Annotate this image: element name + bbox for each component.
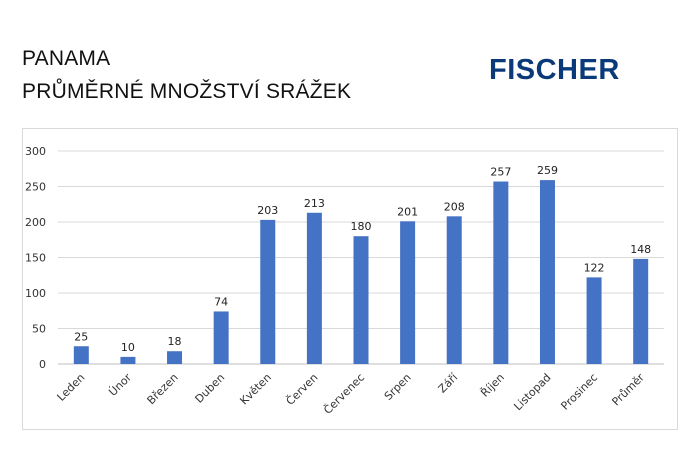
y-tick-label: 150 [25,252,46,265]
x-tick-label: Listopad [511,371,553,413]
data-label: 25 [74,330,88,343]
y-tick-label: 250 [25,181,46,194]
title-line-country: PANAMA [22,47,111,70]
chart-title: PANAMA PRŮMĚRNÉ MNOŽSTVÍ SRÁŽEK [22,42,351,108]
y-tick-label: 0 [39,358,46,371]
bar [400,221,416,364]
x-tick-label: Prosinec [558,371,600,413]
data-label: 18 [168,335,182,348]
data-label: 180 [351,220,372,233]
bar [539,180,555,364]
x-tick-label: Leden [55,371,88,404]
data-label: 257 [490,166,511,179]
bar [213,311,229,364]
x-tick-label: Srpen [382,371,414,403]
x-tick-label: Únor [106,371,134,399]
fischer-logo: FISCHER [489,54,620,86]
x-tick-label: Duben [193,371,228,406]
data-label: 201 [397,205,418,218]
bar [586,277,602,364]
bar [446,216,462,364]
y-tick-label: 200 [25,216,46,229]
data-label: 74 [214,295,228,308]
y-tick-label: 100 [25,287,46,300]
data-label: 148 [630,243,651,256]
bar [167,351,183,364]
x-tick-label: Říjen [478,371,507,400]
data-label: 213 [304,197,325,210]
bar [120,356,136,364]
data-label: 259 [537,164,558,177]
x-tick-label: Březen [145,371,181,407]
y-tick-label: 50 [32,323,46,336]
data-label: 208 [444,200,465,213]
chart-area-frame [22,128,678,430]
x-tick-label: Červenec [321,371,367,417]
bar [353,236,369,364]
title-line-subject: PRŮMĚRNÉ MNOŽSTVÍ SRÁŽEK [22,80,352,103]
data-label: 203 [257,204,278,217]
x-tick-label: Květen [237,371,273,407]
bar [73,346,89,364]
data-label: 122 [584,261,605,274]
bar [306,212,322,364]
bar [633,258,649,364]
x-tick-label: Průměr [609,371,647,409]
bar [260,219,276,364]
x-tick-label: Červen [284,371,321,408]
bar [493,181,509,364]
data-label: 10 [121,341,135,354]
x-tick-label: Září [436,370,461,395]
y-tick-label: 300 [25,145,46,158]
